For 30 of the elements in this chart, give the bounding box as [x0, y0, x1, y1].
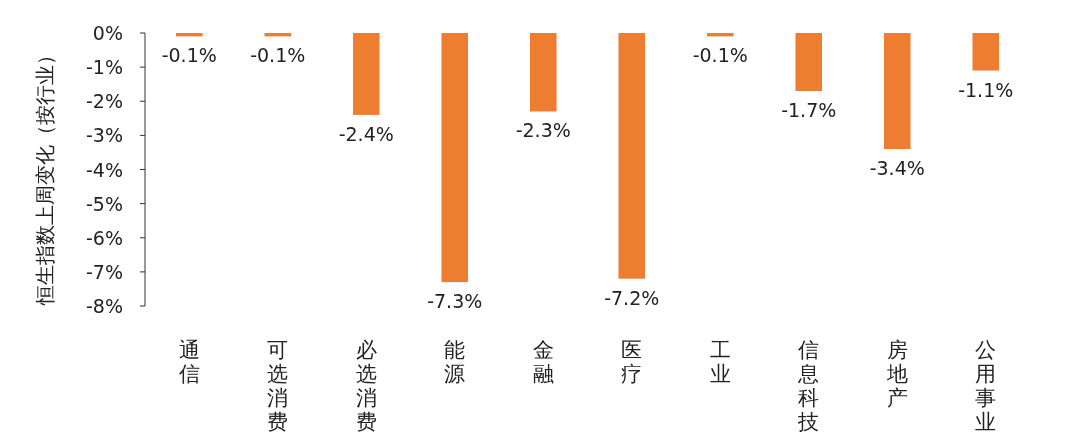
data-label: -2.3% — [515, 119, 571, 142]
data-label: -2.4% — [338, 122, 394, 145]
y-tick-label: -3% — [86, 124, 123, 147]
x-tick-label: 能源 — [444, 338, 466, 386]
x-tick-label: 金融 — [532, 338, 554, 386]
data-label: -7.2% — [604, 286, 660, 309]
y-tick-label: -5% — [86, 192, 123, 215]
x-tick-label: 医疗 — [621, 338, 643, 386]
data-label: -7.3% — [427, 290, 483, 313]
y-tick-label: -7% — [86, 260, 123, 283]
x-tick-label: 必选消费 — [355, 338, 377, 434]
data-label: -1.7% — [781, 99, 837, 122]
data-label: -0.1% — [161, 44, 217, 67]
y-tick-label: -4% — [86, 158, 123, 181]
y-tick-label: -6% — [86, 226, 123, 249]
data-label: -3.4% — [869, 157, 925, 180]
data-label: -0.1% — [692, 44, 748, 67]
y-tick-label: -2% — [86, 90, 123, 113]
x-tick-label: 通信 — [178, 338, 200, 386]
y-tick-label: 0% — [92, 22, 123, 44]
data-label: -0.1% — [250, 44, 306, 67]
y-axis-title: 恒生指数上周变化（按行业） — [33, 44, 57, 306]
data-label: -1.1% — [958, 78, 1014, 101]
y-tick-label: -1% — [86, 56, 123, 79]
x-tick-label: 可选消费 — [267, 338, 289, 434]
x-tick-label: 房地产 — [885, 338, 908, 410]
x-tick-label: 信息科技 — [797, 338, 820, 434]
y-tick-label: -8% — [86, 295, 123, 317]
x-tick-label: 公用事业 — [975, 338, 997, 434]
x-tick-label: 工业 — [709, 338, 731, 386]
